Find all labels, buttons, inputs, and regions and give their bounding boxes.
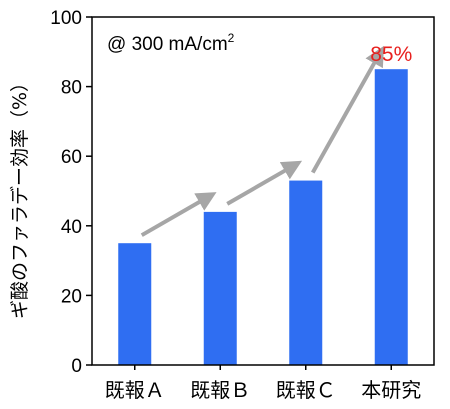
annotation-superscript: 2 <box>228 31 235 45</box>
y-tick-label: 100 <box>50 8 82 29</box>
y-tick-label: 60 <box>61 147 82 168</box>
bar-3 <box>289 180 323 365</box>
bar-2 <box>203 211 237 365</box>
y-tick-label: 80 <box>61 78 82 99</box>
plot-frame <box>91 16 435 366</box>
y-axis-label: ギ酸のファラデー効率（%） <box>9 73 31 319</box>
trend-arrows <box>140 45 384 237</box>
bar-4 <box>374 69 408 365</box>
x-axis: 既報Ａ 既報Ｂ 既報Ｃ 本研究 <box>105 365 421 402</box>
highlight-value-label: 85% <box>370 43 412 66</box>
x-category-label: 既報Ｃ <box>276 378 336 402</box>
trend-arrow <box>311 45 384 174</box>
y-tick-label: 20 <box>61 286 82 307</box>
current-density-annotation: @ 300 mA/cm2 <box>107 31 235 55</box>
y-tick-label: 0 <box>71 356 82 377</box>
y-tick-label: 40 <box>61 217 82 238</box>
trend-arrow <box>140 192 217 237</box>
annotation-text: @ 300 mA/cm <box>107 34 228 55</box>
bar-1 <box>118 243 152 365</box>
trend-arrow <box>226 160 303 206</box>
x-category-label: 本研究 <box>361 378 421 402</box>
bars-group <box>118 69 408 365</box>
y-axis: 0 20 40 60 80 100 <box>50 8 92 377</box>
x-category-label: 既報Ａ <box>105 378 165 402</box>
x-category-label: 既報Ｂ <box>190 378 250 402</box>
